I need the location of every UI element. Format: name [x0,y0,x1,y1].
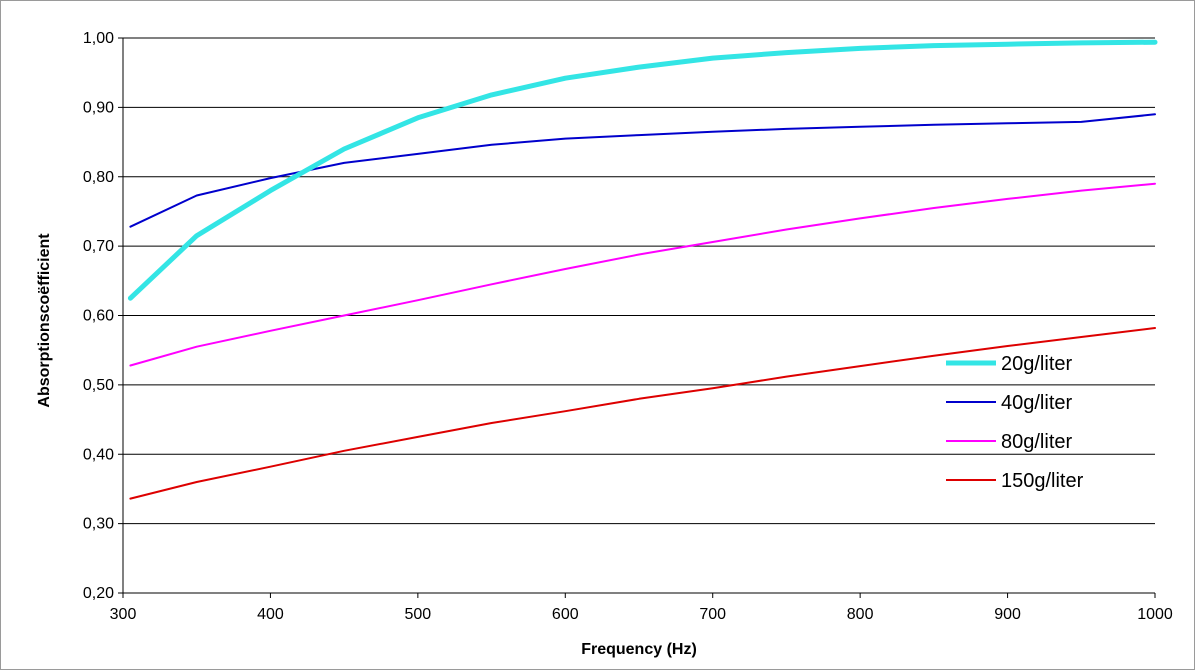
y-tick-label: 0,50 [83,377,114,394]
series-lines [127,39,1158,500]
y-axis-title: Absorptionscoëfficient [36,233,53,408]
series-line [129,113,1156,228]
legend-label: 150g/liter [1001,470,1084,492]
y-tick-label: 0,80 [83,169,114,186]
series-line [127,39,1158,301]
x-tick-label: 800 [847,606,874,623]
x-tick-label: 1000 [1137,606,1173,623]
x-tick-label: 400 [257,606,284,623]
y-tick-label: 1,00 [83,30,114,47]
x-tick-label: 900 [994,606,1021,623]
legend-label: 40g/liter [1001,392,1072,414]
x-tick-label: 300 [110,606,137,623]
y-tick-label: 0,60 [83,308,114,325]
series-line [129,182,1156,367]
y-axis-ticks: 0,20 0,30 0,40 0,50 0,60 0,70 0,80 0,90 1,00 [83,30,123,602]
y-tick-label: 0,40 [83,446,114,463]
series-line [129,327,1156,500]
y-tick-label: 0,20 [83,585,114,602]
y-tick-label: 0,30 [83,516,114,533]
x-tick-label: 500 [405,606,432,623]
x-tick-label: 700 [699,606,726,623]
x-axis-ticks: 300 400 500 600 700 800 900 1000 [110,593,1173,623]
legend: 20g/liter 40g/liter 80g/liter 150g/liter [946,353,1084,492]
x-tick-label: 600 [552,606,579,623]
y-tick-label: 0,70 [83,238,114,255]
legend-label: 20g/liter [1001,353,1072,375]
x-axis-title: Frequency (Hz) [581,641,697,658]
legend-label: 80g/liter [1001,431,1072,453]
y-tick-label: 0,90 [83,99,114,116]
